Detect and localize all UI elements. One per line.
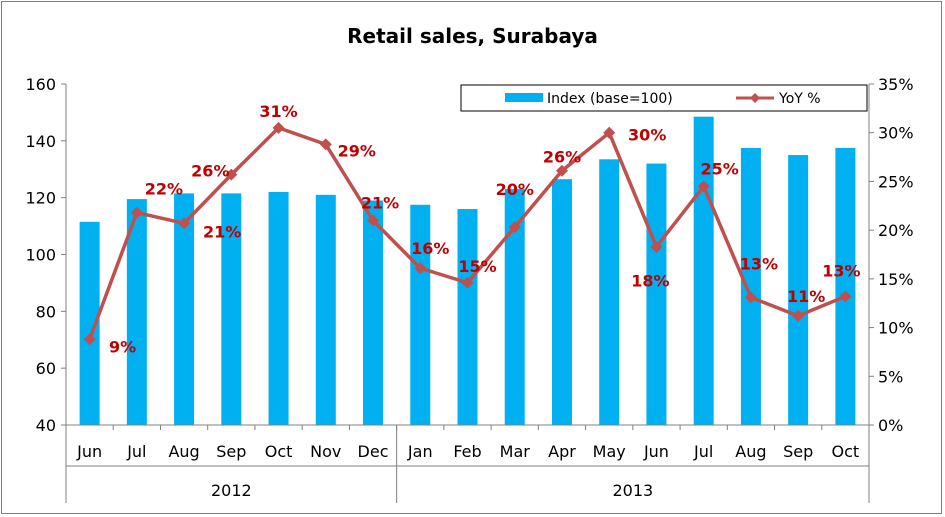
x-tick-label: Jun xyxy=(76,442,102,461)
x-tick-label: Oct xyxy=(265,442,293,461)
yoy-data-label: 31% xyxy=(259,102,297,121)
yoy-data-label: 25% xyxy=(701,159,739,178)
x-tick-label: Dec xyxy=(358,442,389,461)
bar xyxy=(315,194,336,425)
y-tick-label-right: 25% xyxy=(878,172,914,191)
yoy-data-label: 21% xyxy=(361,193,399,212)
yoy-marker xyxy=(792,309,805,322)
yoy-marker xyxy=(697,180,710,193)
yoy-marker xyxy=(744,291,757,304)
y-tick-label-left: 120 xyxy=(25,189,56,208)
legend: Index (base=100) YoY % xyxy=(460,84,868,112)
y-tick-label-right: 5% xyxy=(878,367,903,386)
x-tick-label: Jun xyxy=(643,442,669,461)
yoy-data-label: 26% xyxy=(543,148,581,167)
bar xyxy=(504,189,525,425)
bar xyxy=(174,193,195,425)
yoy-marker xyxy=(839,290,852,303)
y-tick-label-left: 160 xyxy=(25,75,56,94)
bar xyxy=(363,200,384,425)
y-tick-label-left: 80 xyxy=(36,302,56,321)
yoy-data-label: 13% xyxy=(740,254,778,273)
y-tick-label-right: 0% xyxy=(878,416,903,435)
y-tick-label-left: 60 xyxy=(36,359,56,378)
yoy-marker xyxy=(225,168,238,181)
yoy-marker xyxy=(461,276,474,289)
y-tick-label-right: 10% xyxy=(878,319,914,338)
yoy-data-label: 11% xyxy=(787,287,825,306)
y-tick-label-left: 140 xyxy=(25,132,56,151)
x-tick-label: Jan xyxy=(407,442,433,461)
bar xyxy=(835,147,856,425)
yoy-data-label: 13% xyxy=(822,261,860,280)
y-tick-label-right: 20% xyxy=(878,221,914,240)
yoy-data-label: 21% xyxy=(203,222,241,241)
yoy-marker xyxy=(367,214,380,227)
x-tick-label: May xyxy=(593,442,626,461)
bar-series-index xyxy=(79,116,856,426)
bar xyxy=(221,193,242,425)
y-tick-label-right: 30% xyxy=(878,124,914,143)
y-tick-label-right: 35% xyxy=(878,75,914,94)
bar xyxy=(457,209,478,425)
y-tick-label-left: 40 xyxy=(36,416,56,435)
yoy-data-label: 20% xyxy=(496,180,534,199)
yoy-marker xyxy=(603,126,616,139)
bar xyxy=(126,199,147,425)
yoy-marker xyxy=(414,262,427,275)
bar xyxy=(788,155,809,425)
yoy-marker xyxy=(319,138,332,151)
legend-swatch-index xyxy=(505,93,543,102)
bar xyxy=(268,191,289,425)
group-label: 2013 xyxy=(612,481,653,500)
bar xyxy=(740,147,761,425)
x-tick-label: Oct xyxy=(832,442,860,461)
yoy-data-label: 29% xyxy=(338,141,376,160)
yoy-data-label: 26% xyxy=(191,162,229,181)
yoy-marker xyxy=(650,240,663,253)
line-series-yoy: 9% 22% 21% 26% 31% 29% 21% 16% 15% 20% 26% 30% 18% 25… xyxy=(83,102,861,356)
x-tick-label: Sep xyxy=(216,442,246,461)
x-tick-label: Jul xyxy=(126,442,146,461)
yoy-data-label: 18% xyxy=(631,272,669,291)
yoy-marker xyxy=(130,206,143,219)
bar xyxy=(551,179,572,425)
yoy-marker xyxy=(178,217,191,230)
x-tick-label: Aug xyxy=(168,442,199,461)
yoy-data-label: 15% xyxy=(458,257,496,276)
axes: 40 60 80 100 120 140 160 0% 5% 10% 15% 20% 25% 30% 35%… xyxy=(25,75,914,503)
yoy-data-label: 9% xyxy=(109,337,136,356)
group-label: 2012 xyxy=(211,481,252,500)
yoy-marker xyxy=(508,221,521,234)
yoy-data-label: 30% xyxy=(628,126,666,145)
yoy-marker xyxy=(83,333,96,346)
x-tick-label: Sep xyxy=(783,442,813,461)
y-tick-label-left: 100 xyxy=(25,246,56,265)
bar xyxy=(599,159,620,425)
x-tick-label: Nov xyxy=(310,442,341,461)
x-tick-label: Mar xyxy=(500,442,531,461)
bar xyxy=(646,163,667,426)
bar xyxy=(410,204,431,425)
legend-label-yoy: YoY % xyxy=(778,91,821,107)
y-tick-label-right: 15% xyxy=(878,270,914,289)
x-tick-label: Jul xyxy=(693,442,713,461)
yoy-data-label: 16% xyxy=(411,239,449,258)
x-tick-label: Aug xyxy=(735,442,766,461)
bar xyxy=(79,221,100,425)
chart-title: Retail sales, Surabaya xyxy=(347,24,598,48)
x-tick-label: Feb xyxy=(453,442,481,461)
legend-swatch-yoy-marker xyxy=(750,93,760,103)
yoy-marker xyxy=(555,164,568,177)
legend-label-index: Index (base=100) xyxy=(547,91,673,107)
x-tick-label: Apr xyxy=(548,442,576,461)
yoy-marker xyxy=(272,121,285,134)
yoy-data-label: 22% xyxy=(145,180,183,199)
